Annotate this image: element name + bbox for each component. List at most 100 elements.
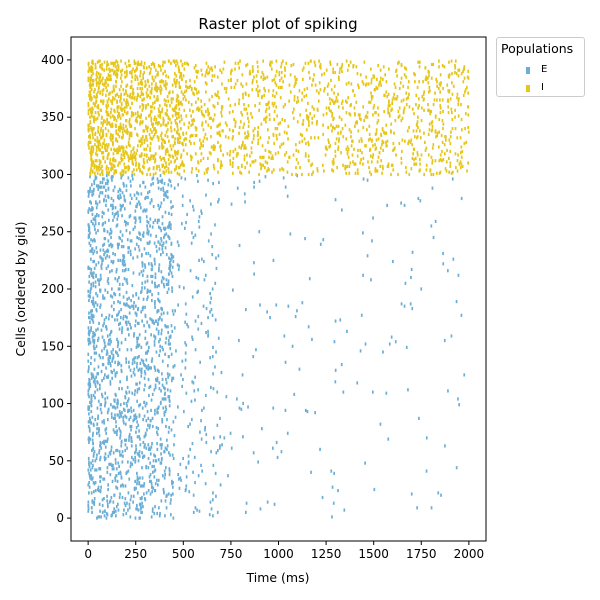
- spike-e: [147, 466, 150, 470]
- spike-i: [303, 137, 306, 141]
- spike-e: [258, 179, 261, 183]
- spike-i: [173, 77, 176, 81]
- spike-i: [339, 67, 341, 71]
- spike-e: [133, 332, 135, 336]
- spike-e: [99, 255, 101, 259]
- spike-e: [101, 379, 103, 383]
- spike-e: [109, 337, 112, 341]
- spike-e: [93, 490, 95, 494]
- spike-i: [323, 89, 325, 93]
- spike-e: [167, 375, 169, 379]
- spike-i: [252, 160, 255, 164]
- spike-i: [256, 84, 259, 88]
- spike-e: [107, 454, 110, 458]
- spike-i: [182, 148, 185, 152]
- spike-e: [121, 239, 123, 243]
- spike-i: [164, 80, 167, 84]
- spike-i: [153, 86, 156, 91]
- spike-e: [115, 505, 118, 509]
- spike-e: [158, 284, 160, 288]
- spike-e: [120, 439, 123, 443]
- spike-i: [117, 132, 119, 136]
- spike-e: [181, 359, 184, 363]
- spike-i: [101, 172, 104, 177]
- spike-i: [131, 101, 133, 105]
- spike-e: [160, 237, 162, 241]
- spike-e: [111, 314, 113, 319]
- spike-e: [154, 272, 157, 276]
- spike-e: [143, 414, 146, 418]
- spike-e: [144, 209, 147, 213]
- spike-i: [431, 124, 434, 128]
- spike-i: [336, 62, 339, 67]
- spike-i: [393, 146, 396, 150]
- spike-i: [309, 59, 312, 63]
- spike-i: [342, 163, 344, 167]
- spike-i: [333, 91, 335, 95]
- spike-i: [95, 168, 98, 172]
- spike-i: [434, 129, 437, 133]
- spike-i: [457, 99, 460, 103]
- spike-i: [103, 68, 105, 72]
- spike-i: [306, 114, 308, 118]
- spike-e: [106, 178, 109, 182]
- spike-i: [459, 136, 462, 140]
- spike-e: [99, 305, 101, 309]
- spike-i: [113, 61, 115, 65]
- spike-i: [260, 75, 263, 79]
- spike-i: [356, 120, 358, 124]
- spike-e: [137, 343, 140, 347]
- spike-e: [111, 479, 114, 483]
- spike-e: [102, 185, 105, 189]
- spike-e: [90, 313, 93, 317]
- spike-e: [207, 329, 209, 333]
- spike-i: [115, 84, 117, 88]
- spike-i: [165, 148, 167, 152]
- spike-i: [131, 170, 134, 174]
- spike-i: [181, 141, 184, 146]
- spike-i: [105, 167, 108, 171]
- spike-e: [164, 397, 167, 401]
- spike-e: [144, 404, 147, 408]
- spike-e: [100, 515, 102, 519]
- spike-i: [115, 65, 117, 69]
- spike-i: [185, 98, 187, 102]
- spike-i: [232, 161, 234, 165]
- spike-i: [439, 104, 442, 108]
- spike-e: [276, 455, 279, 459]
- spike-i: [240, 111, 243, 115]
- spike-e: [126, 446, 128, 450]
- spike-e: [105, 366, 107, 370]
- spike-e: [109, 364, 112, 368]
- spike-e: [88, 365, 90, 369]
- spike-i: [168, 139, 170, 143]
- spike-i: [158, 164, 160, 168]
- spike-i: [321, 73, 323, 77]
- spike-i: [284, 153, 286, 157]
- spike-i: [265, 120, 267, 124]
- spike-e: [125, 360, 128, 364]
- spike-i: [374, 111, 376, 115]
- spike-i: [289, 73, 292, 77]
- spike-e: [136, 471, 138, 475]
- spike-e: [122, 407, 125, 411]
- spike-e: [90, 201, 92, 205]
- spike-e: [130, 494, 133, 498]
- spike-e: [131, 462, 133, 466]
- spike-e: [92, 500, 95, 504]
- spike-e: [135, 204, 137, 209]
- spike-i: [414, 80, 416, 84]
- spike-e: [117, 312, 120, 316]
- spike-e: [138, 413, 141, 417]
- spike-i: [310, 163, 312, 167]
- spike-e: [126, 348, 129, 352]
- spike-i: [231, 68, 233, 72]
- spike-i: [237, 61, 240, 65]
- spike-e: [88, 412, 90, 416]
- spike-e: [96, 406, 99, 410]
- spike-i: [400, 99, 403, 103]
- spike-e: [118, 464, 120, 469]
- spike-i: [119, 148, 121, 152]
- spike-e: [141, 501, 143, 505]
